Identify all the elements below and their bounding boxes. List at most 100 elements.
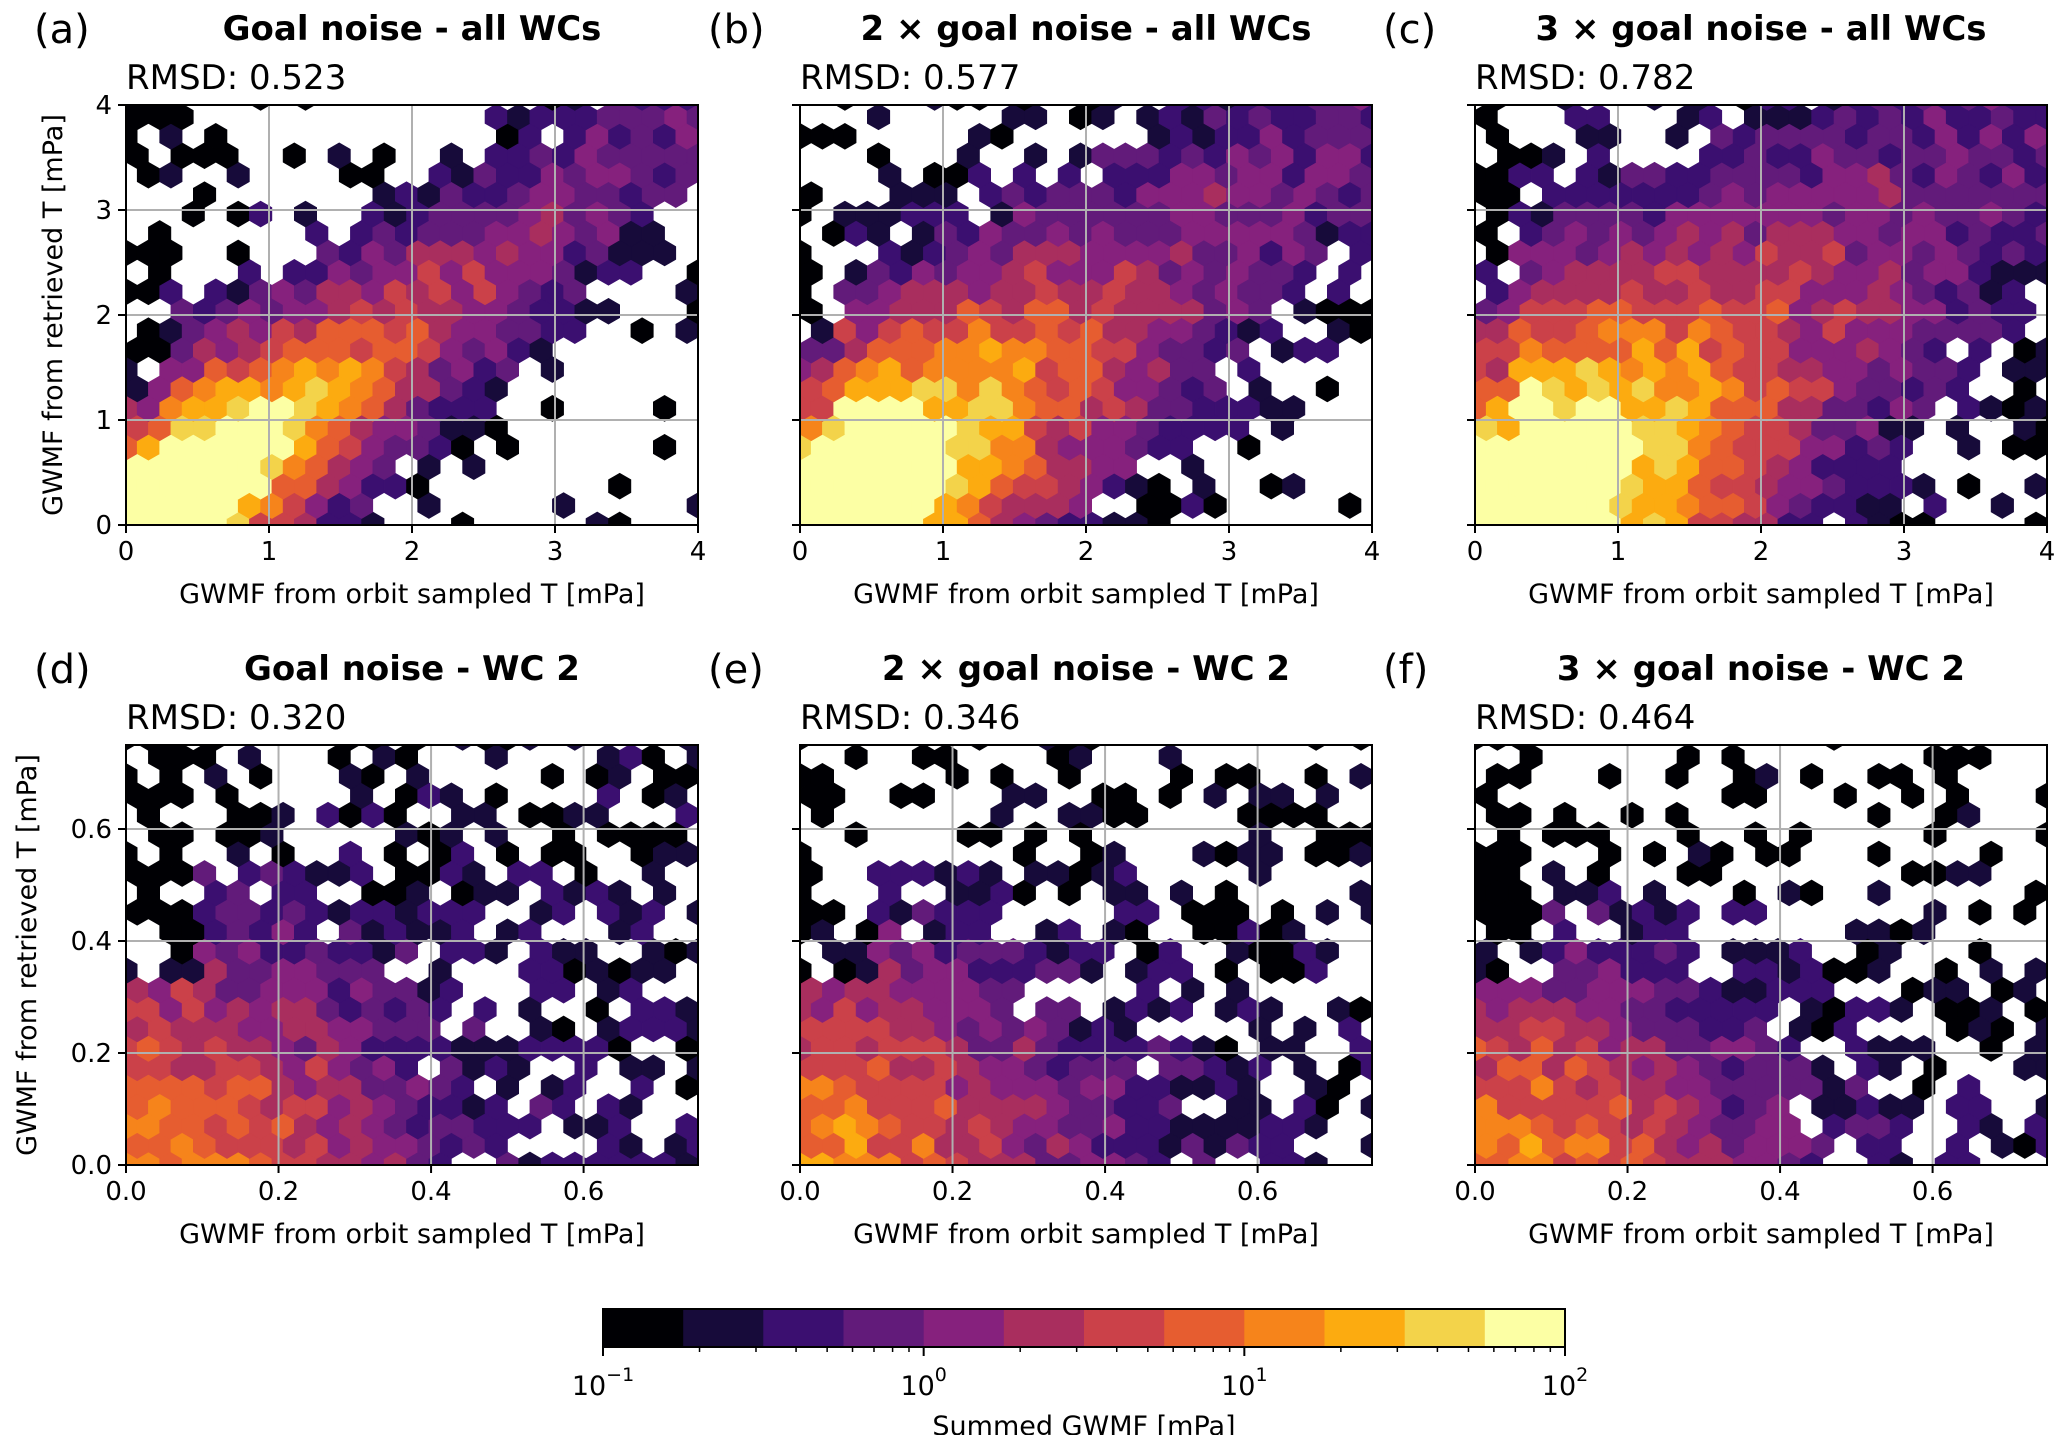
hex-cell [160,745,181,751]
hex-cell [732,104,754,130]
hex-cell [1676,745,1700,771]
hex-cell [1360,899,1372,926]
hex-cell [327,142,351,170]
y-axis [792,104,800,526]
colorbar-tick-base: 10 [1542,1371,1576,1402]
hex-cell [1901,65,1923,91]
hex-cell [1406,65,1428,91]
hex-cell [563,1151,587,1165]
hex-cell [1913,105,1934,111]
hex-cell [2046,1080,2047,1094]
hex-cell [911,745,935,771]
hex-cell [1867,840,1891,868]
hex-cell [1676,899,1700,926]
hex-cell [2035,1093,2047,1120]
hex-cell [686,259,698,286]
rmsd-annotation: RMSD: 0.523 [126,58,346,98]
hex-cell [721,434,743,460]
hex-cell [530,705,553,731]
hex-cell [2035,259,2047,286]
hex-cell [2046,479,2047,493]
hex-cell [2058,65,2067,91]
hex-cell [1934,957,1958,984]
hex-cell [126,840,138,868]
hex-cell [1059,745,1080,751]
hex-cell [632,105,653,111]
hex-cell [1014,105,1035,111]
rmsd-annotation: RMSD: 0.320 [126,698,346,738]
hex-cell [484,782,508,810]
colorbar-frame [602,1308,1566,1348]
hex-cell [1147,472,1171,500]
colorbar-tick-label: 10−1 [572,1364,634,1402]
hex-cell [1968,745,1992,771]
hex-cell [1406,977,1428,1003]
hex-cell [1282,472,1306,500]
hex-cell [1371,1158,1372,1165]
hex-cell [2035,181,2047,208]
hex-cell [1293,336,1317,364]
hex-cell [732,1055,754,1081]
hex-cell [698,85,721,111]
hex-cell [800,840,812,868]
hex-cell [1901,860,1925,887]
hex-cell [1395,279,1417,305]
hex-cell [1542,860,1566,887]
hex-cell [2036,65,2058,91]
hex-cell [1644,105,1665,111]
hex-cell [709,744,732,770]
hex-cell [608,511,632,525]
hex-cell [508,705,530,731]
hex-cell [1833,782,1857,810]
hex-cell [1024,782,1048,810]
hex-cell [1259,472,1283,500]
hex-cell [1315,899,1339,926]
hex-cell [1509,745,1530,751]
y-tick-label: 3 [95,196,112,226]
hex-cell [1371,129,1372,144]
hex-cell [697,207,698,221]
x-tick-label: 0.4 [410,1177,451,1207]
hex-cell [1395,395,1417,421]
hex-cell [463,65,485,91]
hex-cell [1383,182,1406,208]
hex-cell [1788,937,1812,965]
x-axis: 0.0 0.2 0.4 0.6 [105,1165,604,1207]
hex-cell [2058,977,2067,1003]
hex-cell [697,1041,698,1056]
hex-cell [1192,840,1216,868]
hex-cell [721,919,743,945]
rmsd-annotation: RMSD: 0.464 [1475,698,1695,738]
hex-cell [1824,745,1844,751]
hex-cell [2058,182,2067,208]
colorbar-bin [1164,1309,1245,1347]
panel-d: 0.0 0.2 0.4 0.6 0.0 0.2 0.4 0.6 GWMF from orbit … [12,647,754,1250]
x-axis-label: GWMF from orbit sampled T [mPa] [179,579,645,610]
hex-cell [800,200,812,228]
hex-cell [800,239,812,267]
hex-cell [1957,1073,1981,1101]
hex-cell [686,1015,698,1043]
hex-cell [721,512,743,538]
hex-cell [2047,85,2067,111]
x-tick-label: 3 [1896,537,1913,567]
hex-cell [721,958,743,984]
colorbar-bin [1084,1309,1165,1347]
hex-cell [193,745,217,771]
hex-cell [1756,105,1777,111]
hex-cell [844,745,868,771]
colorbar-bin [763,1309,845,1347]
hex-cell [800,278,812,306]
panel-title: Goal noise - WC 2 [244,649,580,689]
hex-cell [293,200,318,228]
hex-cell [911,782,935,810]
hex-cell [1226,65,1248,91]
hex-cell [2003,105,2024,111]
hex-cell [2046,847,2047,861]
hex-cell [721,997,743,1023]
hex-cell [2046,129,2047,144]
hex-cell [395,705,417,731]
hex-cell [1475,511,1487,525]
hex-cell [518,1151,542,1165]
hex-cell [1371,1119,1372,1133]
